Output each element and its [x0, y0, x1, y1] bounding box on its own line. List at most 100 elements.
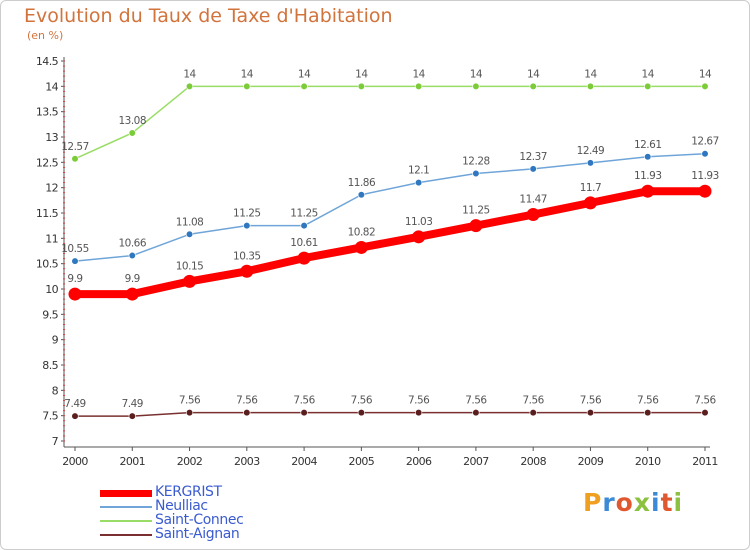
- y-minor-tick: [63, 349, 65, 351]
- y-minor-tick: [63, 85, 65, 87]
- y-minor-tick: [63, 116, 65, 118]
- y-minor-tick: [63, 344, 65, 346]
- y-minor-tick: [63, 197, 65, 199]
- y-minor-tick: [63, 141, 65, 143]
- y-tick-label: 11.5: [36, 207, 59, 220]
- data-point: [529, 409, 537, 417]
- y-minor-tick: [63, 166, 65, 168]
- y-tick-label: 12.5: [36, 156, 59, 169]
- data-label: 7.56: [351, 395, 373, 407]
- x-tick-label: 2010: [635, 455, 661, 468]
- y-minor-tick: [63, 156, 65, 158]
- y-minor-tick: [63, 308, 65, 310]
- logo-letter: o: [615, 488, 634, 517]
- y-minor-tick: [63, 70, 65, 72]
- data-point: [243, 409, 251, 417]
- legend-label: Saint-Aignan: [155, 526, 240, 542]
- legend-swatch: [100, 506, 152, 508]
- data-label: 14: [527, 68, 540, 80]
- y-minor-tick: [63, 151, 65, 153]
- y-tick-label: 11: [45, 232, 58, 245]
- data-labels: 12.57 13.08 14 14 14 14 14 14 14 14 14 14 10.55 10.66…: [61, 68, 719, 410]
- data-label: 7.56: [637, 395, 659, 407]
- data-label: 14: [584, 68, 597, 80]
- y-minor-tick: [63, 389, 65, 391]
- chart-title: Evolution du Taux de Taxe d'Habitation: [24, 5, 393, 27]
- data-label: 14: [699, 68, 712, 80]
- data-label: 9.9: [67, 273, 82, 285]
- y-minor-tick: [63, 101, 65, 103]
- logo-letter: r: [602, 488, 616, 517]
- y-minor-tick: [63, 65, 65, 67]
- data-point: [583, 196, 597, 210]
- data-label: 7.56: [293, 395, 315, 407]
- data-label: 10.61: [290, 237, 318, 249]
- data-label: 14: [470, 68, 483, 80]
- y-minor-tick: [63, 222, 65, 224]
- data-point: [357, 191, 365, 199]
- y-tick-label: 9: [52, 334, 59, 347]
- data-point: [185, 230, 194, 238]
- data-point: [185, 82, 194, 90]
- data-label: 9.9: [125, 273, 140, 285]
- data-label: 7.56: [236, 395, 258, 407]
- data-point: [71, 412, 79, 420]
- proxiti-logo: Proxiti: [583, 488, 683, 517]
- y-minor-tick: [63, 354, 65, 356]
- data-point: [701, 82, 709, 90]
- y-minor-tick: [63, 80, 65, 82]
- y-minor-tick: [63, 192, 65, 194]
- y-minor-tick: [63, 202, 65, 204]
- data-point: [71, 155, 79, 163]
- data-point: [415, 409, 423, 417]
- data-label: 12.37: [519, 151, 547, 163]
- y-minor-tick: [63, 253, 65, 255]
- y-tick-label: 10.5: [36, 258, 59, 271]
- data-point: [357, 409, 365, 417]
- y-tick-label: 13: [45, 131, 58, 144]
- y-minor-tick: [63, 283, 65, 285]
- data-point: [415, 179, 423, 187]
- data-point: [128, 129, 136, 137]
- data-label: 7.56: [694, 395, 716, 407]
- data-label: 12.1: [408, 165, 429, 177]
- data-label: 12.61: [634, 139, 662, 151]
- series-line-saint-connec: [74, 85, 706, 160]
- x-tick-label: 2004: [291, 455, 317, 468]
- chart-subtitle: (en %): [27, 29, 64, 42]
- y-minor-tick: [63, 329, 65, 331]
- data-label: 7.49: [64, 398, 85, 410]
- data-label: 7.56: [580, 395, 602, 407]
- legend-label: Saint-Connec: [155, 512, 244, 528]
- data-point: [644, 153, 652, 161]
- y-tick-label: 8: [52, 384, 59, 397]
- x-tick-label: 2001: [119, 455, 145, 468]
- y-minor-tick: [63, 263, 65, 265]
- y-minor-tick: [63, 410, 65, 412]
- y-minor-tick: [63, 136, 65, 138]
- y-minor-tick: [63, 364, 65, 366]
- data-point: [415, 82, 423, 90]
- y-tick-label: 9.5: [42, 308, 58, 321]
- data-point: [68, 287, 82, 301]
- y-minor-tick: [63, 90, 65, 92]
- data-label: 13.08: [118, 115, 146, 127]
- logo-letter: i: [651, 488, 661, 517]
- data-label: 11.08: [176, 216, 204, 228]
- data-point: [71, 257, 79, 265]
- y-minor-tick: [63, 247, 65, 249]
- legend-swatch: [100, 489, 152, 497]
- data-point: [586, 82, 595, 90]
- y-minor-tick: [63, 146, 65, 148]
- data-label: 11.7: [580, 182, 601, 194]
- data-point: [185, 409, 194, 417]
- y-minor-tick: [63, 207, 65, 209]
- data-label: 11.25: [462, 205, 490, 217]
- data-label: 7.56: [522, 395, 544, 407]
- data-point: [297, 251, 311, 265]
- y-minor-tick: [63, 227, 65, 229]
- y-tick-label: 7.5: [42, 410, 58, 423]
- data-point: [472, 409, 480, 417]
- series-line-neulliac: [74, 152, 706, 262]
